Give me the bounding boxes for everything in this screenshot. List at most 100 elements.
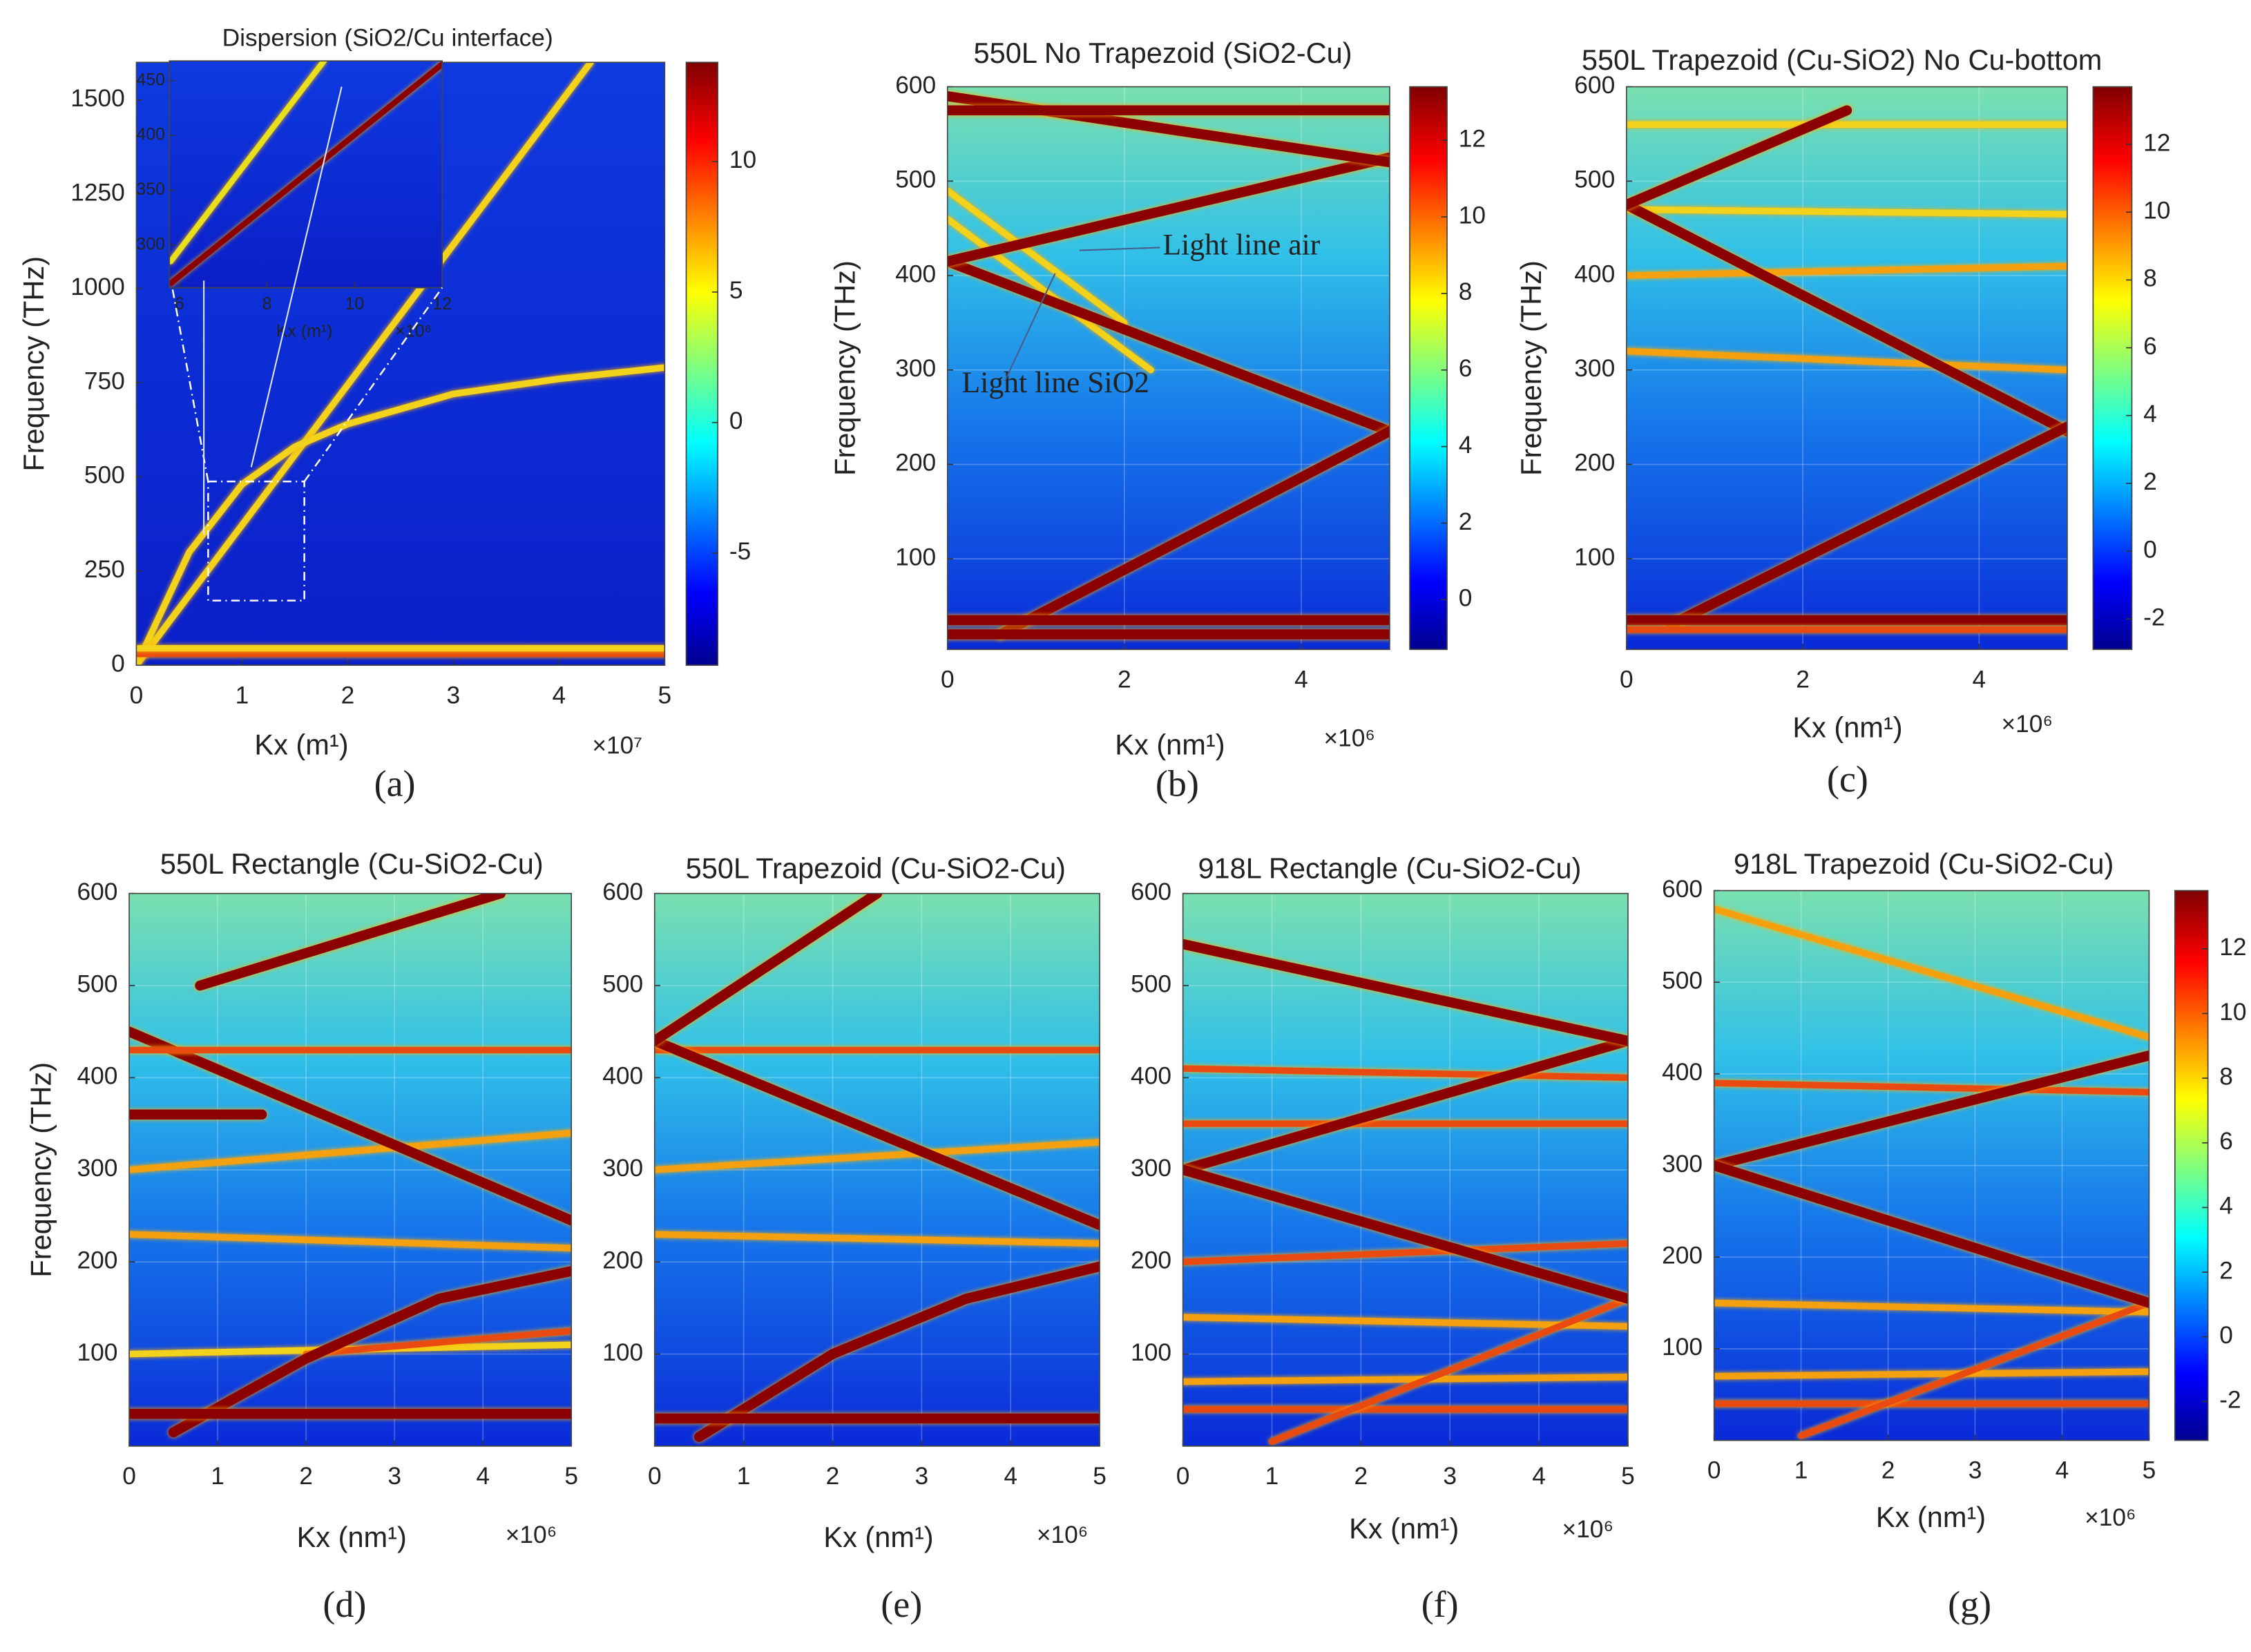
colorbar-tick-label: 0 bbox=[1459, 585, 1473, 612]
band-line bbox=[995, 426, 1390, 640]
annotation: Light line air bbox=[1163, 228, 1321, 261]
y-tick-label: 300 bbox=[1574, 355, 1615, 382]
band-line bbox=[1714, 905, 2149, 1041]
x-tick-label: 5 bbox=[2143, 1457, 2156, 1484]
band-line bbox=[947, 187, 1128, 327]
y-tick-label: 200 bbox=[1131, 1247, 1171, 1274]
y-tick-label: 1250 bbox=[70, 180, 125, 206]
guide bbox=[207, 480, 305, 602]
colorbar-tick-label: -2 bbox=[2219, 1387, 2241, 1414]
x-axis-label: Kx (nm¹) bbox=[823, 1521, 933, 1553]
x-tick-label: 0 bbox=[648, 1463, 662, 1490]
band-line bbox=[303, 1327, 572, 1358]
y-axis-label: Frequency (THz) bbox=[1515, 260, 1547, 476]
colorbar-tick-label: 4 bbox=[2219, 1193, 2233, 1220]
x-tick-label: 0 bbox=[1707, 1457, 1721, 1484]
band-line bbox=[1182, 1240, 1628, 1265]
band-line bbox=[1797, 1299, 2149, 1439]
guide bbox=[203, 86, 343, 535]
colorbar-tick-label: 10 bbox=[2219, 999, 2246, 1026]
x-tick-label: 5 bbox=[564, 1463, 578, 1490]
x-tick-label: 2 bbox=[1354, 1463, 1368, 1490]
x-multiplier: ×10⁶ bbox=[1562, 1516, 1613, 1543]
y-tick-label: 500 bbox=[1574, 166, 1615, 193]
y-tick-label: 300 bbox=[77, 1155, 117, 1182]
x-axis-label: Kx (nm¹) bbox=[1349, 1512, 1459, 1545]
x-tick-label: 8 bbox=[262, 294, 272, 314]
x-multiplier: ×10⁶ bbox=[506, 1521, 557, 1548]
band-line bbox=[693, 1261, 1100, 1442]
colorbar-tick-label: 8 bbox=[2219, 1063, 2233, 1090]
x-tick-label: 3 bbox=[447, 682, 461, 709]
x-tick-label: 4 bbox=[1532, 1463, 1546, 1490]
x-multiplier: ×10⁶ bbox=[1324, 725, 1375, 752]
y-tick-label: 100 bbox=[895, 544, 936, 570]
band-line bbox=[169, 61, 443, 287]
y-tick-label: 400 bbox=[77, 1063, 117, 1090]
x-tick-label: 0 bbox=[122, 1463, 136, 1490]
panel-label: (d) bbox=[323, 1584, 366, 1625]
colorbar-tick-label: 12 bbox=[2219, 934, 2246, 961]
colorbar-tick-label: 5 bbox=[729, 277, 743, 304]
colorbar-tick-label: 0 bbox=[729, 407, 743, 434]
band-line bbox=[654, 1139, 1100, 1173]
x-tick-label: 4 bbox=[1973, 666, 1986, 693]
band-line bbox=[129, 1129, 572, 1173]
plot-background bbox=[654, 893, 1100, 1446]
x-tick-label: 4 bbox=[1004, 1463, 1017, 1490]
colorbar bbox=[2092, 86, 2133, 651]
panel-label: (e) bbox=[881, 1584, 922, 1625]
y-tick-label: 300 bbox=[1662, 1151, 1703, 1178]
y-tick-label: 250 bbox=[84, 556, 125, 583]
colorbar-tick-label: 12 bbox=[1459, 126, 1486, 153]
x-tick-label: 5 bbox=[1093, 1463, 1107, 1490]
plot-background bbox=[947, 86, 1390, 650]
colorbar-tick-label: 4 bbox=[2143, 401, 2157, 428]
y-tick-label: 500 bbox=[602, 970, 643, 997]
colorbar-tick-label: 8 bbox=[1459, 278, 1473, 305]
x-tick-label: 2 bbox=[299, 1463, 313, 1490]
y-tick-label: 500 bbox=[1662, 968, 1703, 995]
band-line bbox=[136, 62, 594, 666]
x-multiplier: ×10⁶ bbox=[395, 322, 432, 341]
x-tick-label: 4 bbox=[553, 682, 566, 709]
panel: 0 1 2 3 4 5 100 200 300 400 500 600 918L Rectangle (… bbox=[1131, 852, 1635, 1625]
x-tick-label: 2 bbox=[1881, 1457, 1895, 1484]
chart-title: Dispersion (SiO2/Cu interface) bbox=[222, 24, 553, 51]
y-tick-label: 300 bbox=[602, 1155, 643, 1182]
band-line bbox=[947, 256, 1390, 436]
y-tick-label: 400 bbox=[1131, 1063, 1171, 1090]
y-tick-label: 600 bbox=[1131, 878, 1171, 905]
y-tick-label: 1500 bbox=[70, 85, 125, 112]
band-line bbox=[1182, 1035, 1628, 1175]
panel: 0 1 2 3 4 5 100 200 300 400 500 600 550L Rectangle (… bbox=[24, 847, 578, 1625]
y-axis-label: Frequency (THz) bbox=[17, 256, 50, 472]
band-line bbox=[1182, 939, 1628, 1046]
y-tick-label: 600 bbox=[895, 72, 936, 99]
y-tick-label: 300 bbox=[136, 234, 165, 253]
x-tick-label: 3 bbox=[1969, 1457, 1982, 1484]
band-line bbox=[136, 364, 665, 666]
y-tick-label: 750 bbox=[84, 367, 125, 394]
x-tick-label: 0 bbox=[941, 666, 955, 693]
chart-title: 918L Trapezoid (Cu-SiO2-Cu) bbox=[1734, 847, 2114, 880]
chart-title: 918L Rectangle (Cu-SiO2-Cu) bbox=[1198, 852, 1581, 884]
x-tick-label: 6 bbox=[175, 294, 184, 314]
y-axis-label: Frequency (THz) bbox=[24, 1062, 57, 1278]
x-tick-label: 2 bbox=[826, 1463, 840, 1490]
band-line bbox=[1626, 262, 2067, 279]
x-tick-label: 4 bbox=[476, 1463, 490, 1490]
y-tick-label: 300 bbox=[895, 355, 936, 382]
x-axis-label: Kx (nm¹) bbox=[1876, 1501, 1986, 1533]
y-tick-label: 1000 bbox=[70, 273, 125, 300]
y-tick-label: 200 bbox=[602, 1247, 643, 1274]
colorbar-tick-label: 0 bbox=[2219, 1322, 2233, 1349]
x-tick-label: 3 bbox=[387, 1463, 401, 1490]
y-tick-label: 450 bbox=[136, 70, 165, 89]
y-tick-label: 350 bbox=[136, 180, 165, 199]
colorbar-tick-label: 6 bbox=[2143, 333, 2157, 360]
x-tick-label: 1 bbox=[1794, 1457, 1808, 1484]
